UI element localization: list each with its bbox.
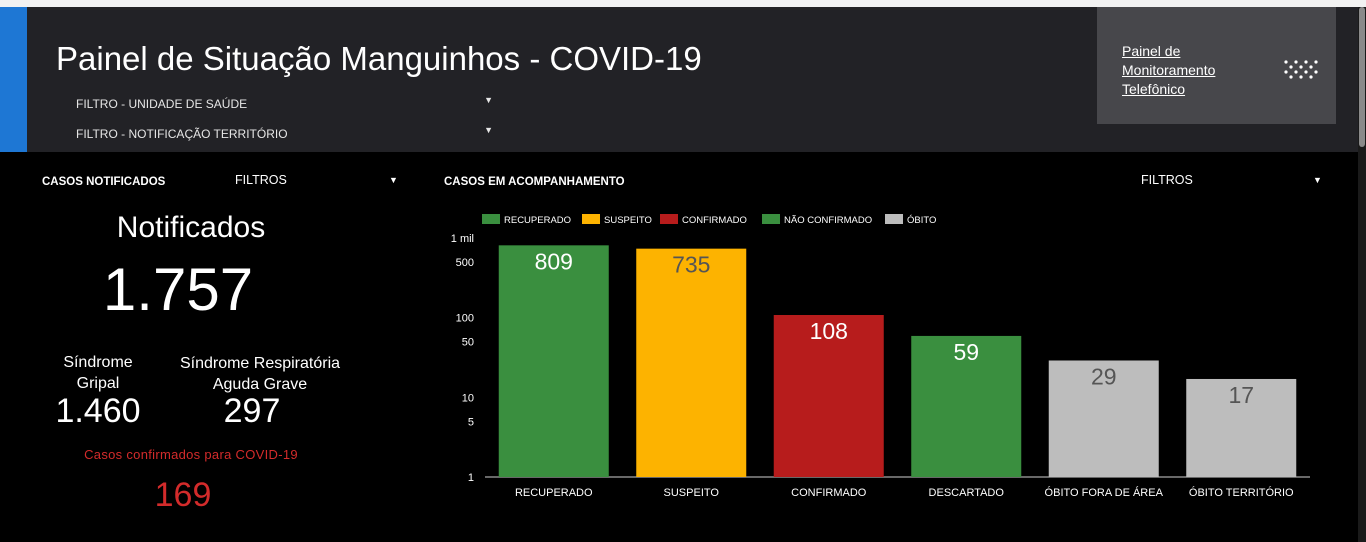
legend-label: ÓBITO xyxy=(907,215,936,226)
x-category-label: CONFIRMADO xyxy=(791,487,867,499)
confirmed-label: Casos confirmados para COVID-19 xyxy=(84,447,298,462)
bar-value-label: 108 xyxy=(810,318,848,344)
header-bar: Painel de Situação Manguinhos - COVID-19… xyxy=(0,7,1358,152)
bar-value-label: 29 xyxy=(1091,363,1117,389)
y-tick-label: 50 xyxy=(462,337,474,349)
legend-label: RECUPERADO xyxy=(504,215,571,226)
bar-value-label: 17 xyxy=(1228,382,1254,408)
y-tick-label: 10 xyxy=(462,392,474,404)
monitoring-link-card[interactable]: Painel de Monitoramento Telefônico xyxy=(1097,7,1336,124)
confirmed-value: 169 xyxy=(154,476,212,514)
filtros-dropdown-left[interactable]: FILTROS xyxy=(235,173,287,187)
section-title-notificados: CASOS NOTIFICADOS xyxy=(42,176,166,188)
legend-swatch xyxy=(762,214,780,224)
x-category-label: DESCARTADO xyxy=(929,487,1005,499)
scrollbar[interactable] xyxy=(1358,7,1366,542)
x-category-label: SUSPEITO xyxy=(664,487,720,499)
y-tick-label: 100 xyxy=(456,313,474,325)
x-category-label: ÓBITO TERRITÓRIO xyxy=(1189,486,1294,499)
x-category-label: RECUPERADO xyxy=(515,487,593,499)
caret-down-icon: ▼ xyxy=(484,125,493,135)
notified-value: 1.757 xyxy=(102,256,254,323)
bar xyxy=(911,335,1022,477)
y-tick-label: 5 xyxy=(468,416,474,428)
filter-territorio-label: FILTRO - NOTIFICAÇÃO TERRITÓRIO xyxy=(76,127,288,141)
legend-swatch xyxy=(885,214,903,224)
scrollbar-thumb[interactable] xyxy=(1359,7,1365,147)
y-tick-label: 1 xyxy=(468,472,474,484)
bar xyxy=(1186,378,1297,477)
section-title-acompanhamento: CASOS EM ACOMPANHAMENTO xyxy=(444,176,625,188)
legend-swatch xyxy=(660,214,678,224)
bar-chart: RECUPERADO SUSPEITO CONFIRMADO NÃO CONFIRMA… xyxy=(451,214,1310,499)
legend-swatch xyxy=(582,214,600,224)
filter-territorio-dropdown[interactable]: FILTRO - NOTIFICAÇÃO TERRITÓRIO ▼ xyxy=(76,125,501,141)
notified-label: Notificados xyxy=(116,211,266,244)
filter-unidade-label: FILTRO - UNIDADE DE SAÚDE xyxy=(76,97,248,111)
y-tick-label: 500 xyxy=(456,257,474,269)
legend-label: CONFIRMADO xyxy=(682,215,747,226)
bar-value-label: 809 xyxy=(535,248,573,274)
dotted-grid-icon xyxy=(1284,60,1318,79)
bar xyxy=(773,315,884,477)
sg-label: Síndrome Gripal xyxy=(63,354,133,392)
top-strip xyxy=(0,0,1366,7)
legend-swatch xyxy=(482,214,500,224)
filtros-dropdown-right[interactable]: FILTROS xyxy=(1141,173,1193,187)
caret-down-icon[interactable]: ▼ xyxy=(389,175,398,185)
filter-unidade-dropdown[interactable]: FILTRO - UNIDADE DE SAÚDE ▼ xyxy=(76,95,501,111)
srag-label: Síndrome Respiratória Aguda Grave xyxy=(179,355,341,393)
caret-down-icon[interactable]: ▼ xyxy=(1313,175,1322,185)
srag-value: 297 xyxy=(223,392,281,430)
page-title: Painel de Situação Manguinhos - COVID-19 xyxy=(56,40,702,77)
header-accent xyxy=(0,7,27,152)
bar-value-label: 735 xyxy=(672,252,710,278)
sg-value: 1.460 xyxy=(55,392,141,430)
bar xyxy=(636,248,747,477)
y-tick-label: 1 mil xyxy=(451,233,474,245)
monitoring-link[interactable]: Painel de Monitoramento Telefônico xyxy=(1122,43,1216,97)
bar xyxy=(1048,360,1159,477)
bar-value-label: 59 xyxy=(953,339,979,365)
x-category-label: ÓBITO FORA DE ÁREA xyxy=(1045,486,1164,499)
legend-label: NÃO CONFIRMADO xyxy=(784,215,872,226)
bar xyxy=(498,245,609,477)
caret-down-icon: ▼ xyxy=(484,95,493,105)
legend-label: SUSPEITO xyxy=(604,215,652,226)
